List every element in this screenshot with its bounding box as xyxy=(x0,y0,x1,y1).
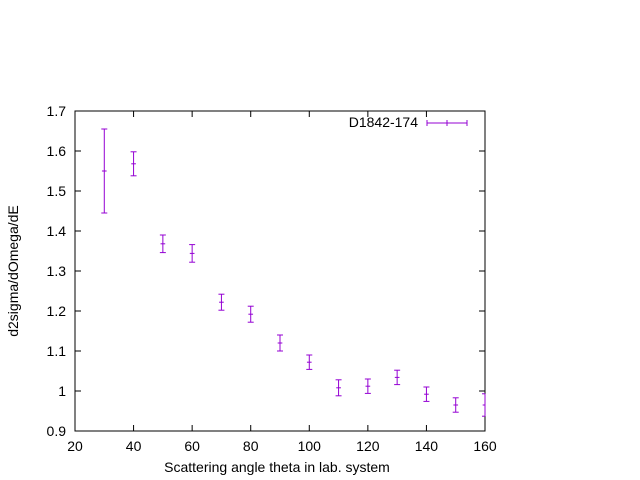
y-tick-label: 1.7 xyxy=(47,103,67,119)
legend-label: D1842-174 xyxy=(349,114,418,130)
legend-swatch xyxy=(426,120,468,126)
x-tick-label: 140 xyxy=(415,438,439,454)
y-tick-label: 1.4 xyxy=(47,223,67,239)
data-point xyxy=(335,379,342,397)
x-tick-label: 80 xyxy=(243,438,259,454)
data-point xyxy=(277,334,283,352)
data-point xyxy=(101,128,108,214)
x-axis-label: Scattering angle theta in lab. system xyxy=(164,459,390,475)
data-point xyxy=(306,354,313,370)
x-tick-label: 60 xyxy=(184,438,200,454)
y-tick-label: 1 xyxy=(58,383,66,399)
data-point xyxy=(364,378,371,394)
y-tick-label: 1.6 xyxy=(47,143,67,159)
data-series xyxy=(101,128,486,417)
x-tick-label: 160 xyxy=(473,438,497,454)
y-axis: 0.9 1 1.1 1.2 1.3 1.4 1.5 1.6 1.7 xyxy=(47,103,485,439)
data-point xyxy=(159,234,166,254)
data-point xyxy=(423,386,430,402)
data-point xyxy=(482,393,486,417)
data-point xyxy=(189,244,196,263)
y-axis-label: d2sigma/dOmega/dE xyxy=(5,205,21,337)
x-axis: 20 40 60 80 100 120 140 160 xyxy=(67,111,497,454)
x-tick-label: 100 xyxy=(298,438,322,454)
y-tick-label: 1.5 xyxy=(47,183,67,199)
legend: D1842-174 xyxy=(349,114,468,130)
data-point xyxy=(218,293,225,311)
y-tick-label: 1.3 xyxy=(47,263,67,279)
y-tick-label: 0.9 xyxy=(47,423,67,439)
y-tick-label: 1.2 xyxy=(47,303,67,319)
x-tick-label: 120 xyxy=(356,438,380,454)
x-tick-label: 40 xyxy=(126,438,142,454)
data-point xyxy=(452,397,459,413)
data-point xyxy=(394,369,401,386)
data-point xyxy=(247,305,254,323)
y-tick-label: 1.1 xyxy=(47,343,67,359)
plot-frame xyxy=(74,110,486,432)
x-tick-label: 20 xyxy=(67,438,83,454)
data-point xyxy=(130,151,137,177)
